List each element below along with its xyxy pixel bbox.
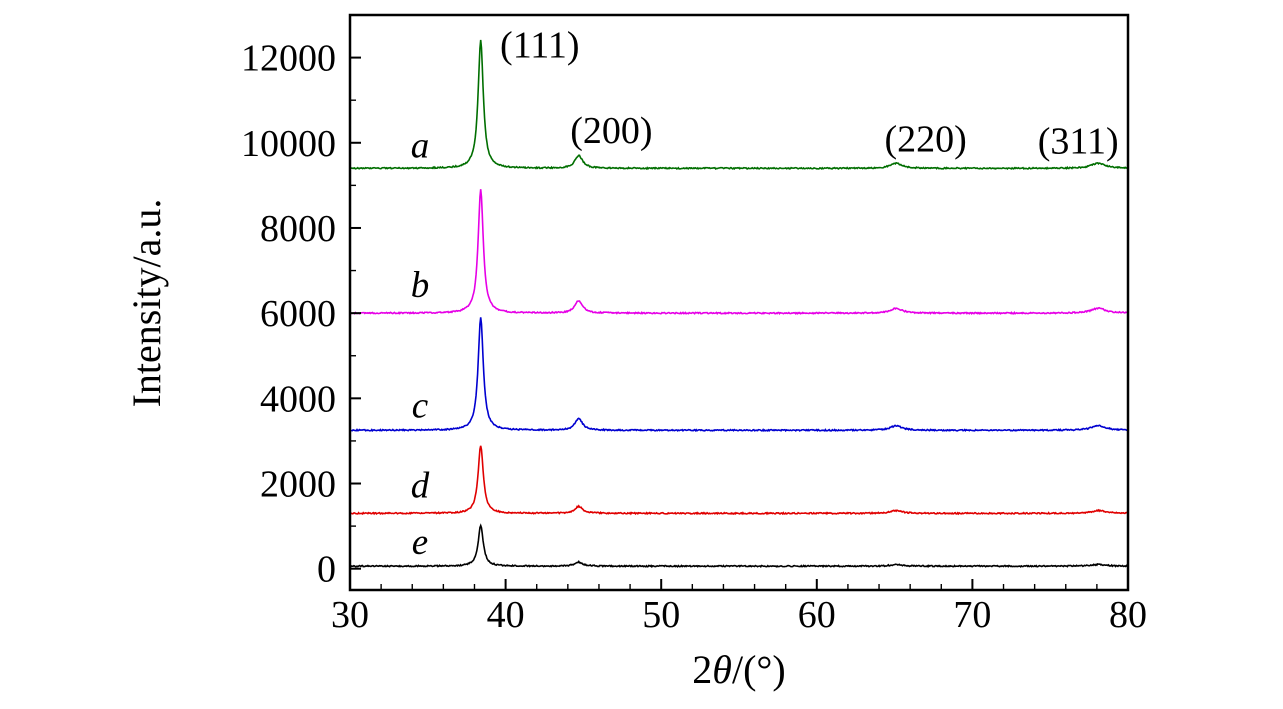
x-tick-label: 70 — [953, 594, 991, 636]
peak-annotation-200: (200) — [570, 110, 652, 152]
peak-annotation-111: (111) — [500, 25, 580, 67]
series-a-curve — [350, 39, 1128, 171]
series-d-label: d — [411, 466, 430, 507]
series-c-label: c — [412, 386, 429, 427]
y-tick-label: 10000 — [241, 123, 336, 165]
series-b-curve — [350, 189, 1128, 316]
y-axis-title: Intensity/a.u. — [124, 199, 169, 408]
x-axis-title: 2θ/(°) — [692, 647, 785, 692]
series-c-curve — [350, 317, 1128, 433]
y-tick-label: 4000 — [260, 378, 336, 420]
x-tick-label: 60 — [798, 594, 836, 636]
y-tick-label: 6000 — [260, 293, 336, 335]
x-tick-label: 80 — [1109, 594, 1147, 636]
x-axis-title-theta: θ — [712, 647, 732, 692]
series-d-curve — [350, 445, 1128, 516]
x-tick-label: 30 — [331, 594, 369, 636]
x-axis-title-prefix: 2 — [692, 647, 712, 692]
x-tick-label: 50 — [642, 594, 680, 636]
y-tick-label: 12000 — [241, 38, 336, 80]
plot-frame — [348, 13, 1130, 592]
x-axis-title-suffix: /(°) — [732, 647, 786, 692]
y-tick-label: 2000 — [260, 464, 336, 506]
series-a-label: a — [411, 126, 430, 167]
peak-annotation-311: (311) — [1038, 120, 1119, 162]
y-tick-label: 8000 — [260, 208, 336, 250]
plot-area: a b cde 30 40 50 60 70 80 0 2000 4000 6000 8000 10000 1… — [241, 13, 1147, 636]
series-e-curve — [350, 523, 1128, 569]
series-e-label: e — [412, 522, 428, 563]
peak-annotation-220: (220) — [885, 118, 967, 160]
series-b-label: b — [411, 265, 430, 306]
x-tick-label: 40 — [487, 594, 525, 636]
y-tick-label: 0 — [317, 549, 336, 591]
